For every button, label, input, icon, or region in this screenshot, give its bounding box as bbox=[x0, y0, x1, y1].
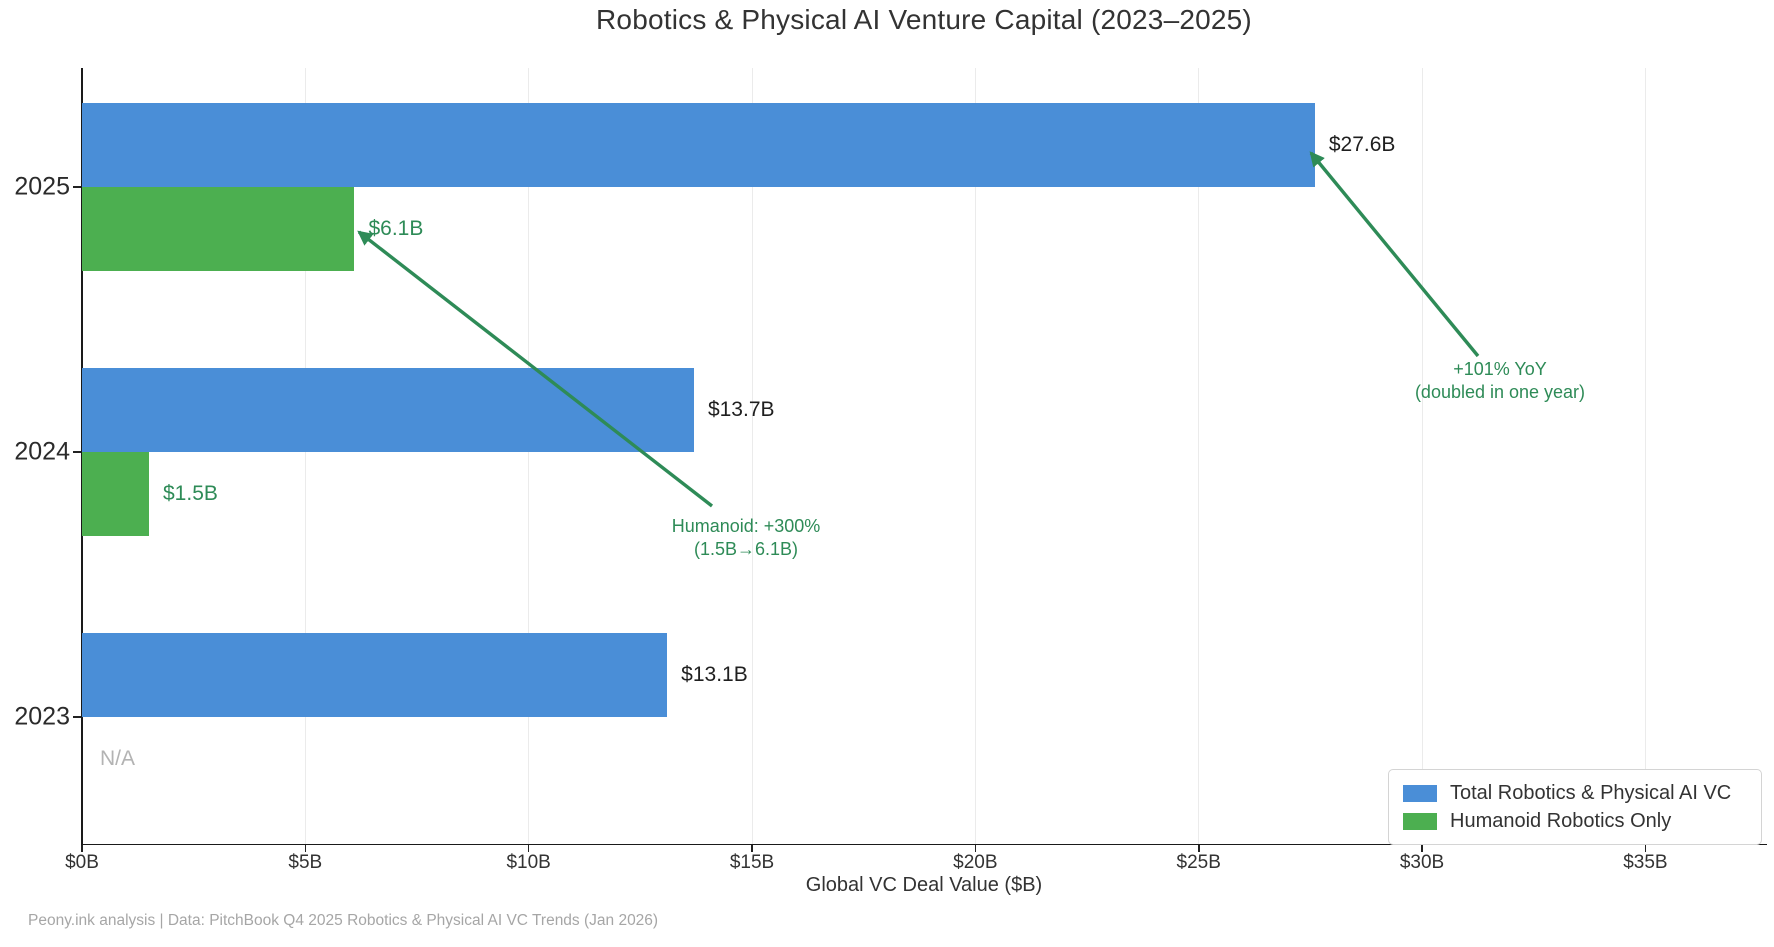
bar-humanoid bbox=[82, 187, 355, 271]
annotation-line: Humanoid: +300% bbox=[671, 516, 821, 536]
x-tick-label: $0B bbox=[65, 852, 99, 873]
y-tick-mark bbox=[73, 716, 81, 718]
annotation-text: +101% YoY (doubled in one year) bbox=[1415, 358, 1585, 404]
x-tick-mark bbox=[974, 845, 977, 852]
annotation-line: +101% YoY bbox=[1453, 359, 1547, 379]
gridline bbox=[1421, 68, 1423, 844]
legend-label: Humanoid Robotics Only bbox=[1450, 809, 1672, 832]
bar-value-label: $13.7B bbox=[707, 398, 775, 421]
x-tick-label: $20B bbox=[953, 852, 998, 873]
annotation-line: (1.5B→6.1B) bbox=[693, 539, 799, 559]
legend-swatch bbox=[1403, 812, 1437, 830]
chart-title: Robotics & Physical AI Venture Capital (… bbox=[596, 4, 1252, 35]
y-axis-spine bbox=[81, 68, 83, 845]
x-axis-spine bbox=[81, 843, 1767, 846]
x-axis-label: Global VC Deal Value ($B) bbox=[805, 874, 1043, 896]
bar-value-label: $27.6B bbox=[1328, 133, 1396, 156]
bar-humanoid bbox=[82, 452, 149, 536]
x-tick-mark bbox=[527, 845, 530, 852]
gridline bbox=[974, 68, 976, 844]
x-tick-mark bbox=[81, 845, 83, 852]
chart-legend: Total Robotics & Physical AI VC Humanoid … bbox=[1388, 769, 1762, 845]
x-tick-label: $10B bbox=[506, 852, 551, 873]
bar-total bbox=[82, 103, 1315, 187]
x-tick-label: $30B bbox=[1399, 852, 1445, 873]
x-tick-label: $35B bbox=[1623, 852, 1668, 873]
x-tick-label: $5B bbox=[288, 852, 323, 873]
y-tick-mark bbox=[73, 451, 81, 453]
x-tick-mark bbox=[751, 845, 753, 852]
gridline bbox=[304, 68, 306, 844]
source-footer: Peony.ink analysis | Data: PitchBook Q4 … bbox=[28, 912, 659, 929]
annotation-text: Humanoid: +300% (1.5B→6.1B) bbox=[672, 515, 821, 561]
gridline bbox=[1198, 68, 1200, 844]
bar-total bbox=[82, 633, 668, 717]
legend-entry: Total Robotics & Physical AI VC bbox=[1403, 779, 1747, 807]
gridline bbox=[751, 68, 753, 844]
x-tick-mark bbox=[1644, 845, 1647, 852]
annotation-line: (doubled in one year) bbox=[1414, 382, 1586, 402]
bar-value-label: $1.5B bbox=[163, 482, 218, 505]
missing-value-label: N/A bbox=[100, 747, 136, 770]
x-tick-mark bbox=[1421, 845, 1423, 852]
y-tick-label: 2025 bbox=[14, 172, 70, 201]
y-tick-label: 2024 bbox=[14, 437, 70, 466]
gridline bbox=[1644, 68, 1646, 844]
x-tick-mark bbox=[304, 845, 307, 852]
y-tick-label: 2023 bbox=[14, 702, 70, 731]
x-tick-label: $25B bbox=[1176, 852, 1221, 873]
legend-label: Total Robotics & Physical AI VC bbox=[1450, 781, 1732, 804]
legend-entry: Humanoid Robotics Only bbox=[1403, 807, 1747, 835]
x-tick-mark bbox=[1197, 845, 1200, 852]
y-tick-mark bbox=[73, 186, 81, 188]
bar-value-label: $13.1B bbox=[681, 663, 748, 686]
x-tick-label: $15B bbox=[729, 852, 775, 873]
legend-swatch bbox=[1403, 784, 1437, 802]
